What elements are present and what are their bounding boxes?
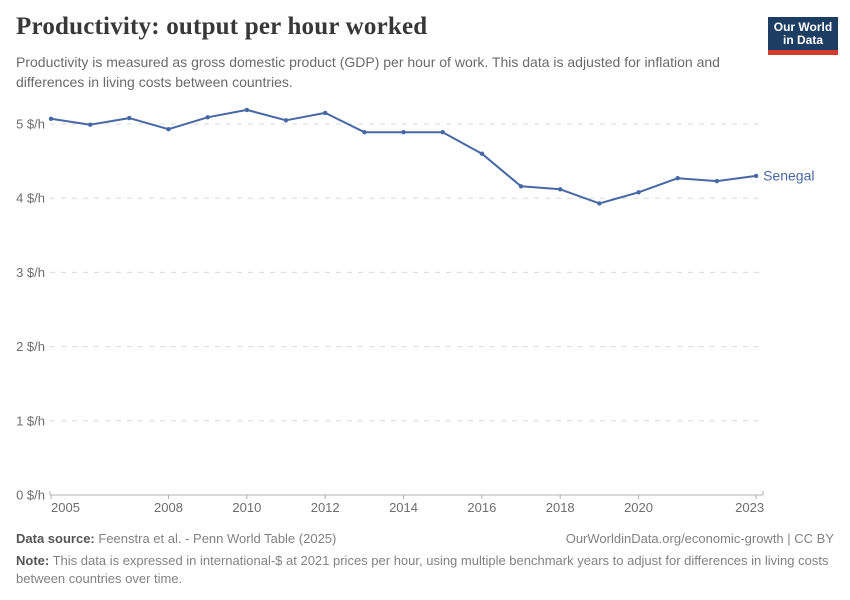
data-point[interactable] — [48, 116, 54, 121]
productivity-line-chart[interactable]: 0 $/h 1 $/h 2 $/h 3 $/h 4 $/h 5 $/h 2005 2008 20… — [0, 95, 850, 520]
data-point[interactable] — [127, 115, 132, 121]
x-axis-label: 2020 — [624, 500, 653, 515]
data-source: Data source: Feenstra et al. - Penn Worl… — [16, 531, 336, 546]
data-point[interactable] — [440, 130, 445, 135]
data-source-text: Feenstra et al. - Penn World Table (2025… — [98, 531, 337, 546]
data-point[interactable] — [205, 115, 210, 120]
owid-logo-line2: in Data — [782, 33, 823, 47]
x-axis-label: 2014 — [389, 500, 418, 515]
data-point[interactable] — [479, 151, 485, 156]
y-axis-label: 5 $/h — [16, 117, 45, 132]
source-row: Data source: Feenstra et al. - Penn Worl… — [16, 531, 834, 546]
data-point[interactable] — [558, 187, 563, 192]
x-axis-label: 2012 — [311, 500, 340, 515]
chart-subtitle: Productivity is measured as gross domest… — [16, 54, 720, 90]
y-axis-label: 4 $/h — [16, 191, 45, 206]
x-axis-label: 2018 — [546, 500, 575, 515]
x-axis-label: 2023 — [735, 500, 764, 515]
data-point[interactable] — [88, 122, 93, 127]
data-point[interactable] — [714, 178, 720, 184]
data-point[interactable] — [323, 110, 328, 116]
license-link[interactable]: OurWorldinData.org/economic-growth | CC … — [565, 531, 834, 546]
data-point[interactable] — [362, 130, 367, 135]
note-label: Note: — [16, 553, 50, 568]
data-point[interactable] — [753, 173, 759, 179]
data-point[interactable] — [401, 130, 406, 135]
data-point[interactable] — [636, 190, 641, 195]
x-axis-label: 2005 — [51, 500, 80, 515]
y-axis-label: 2 $/h — [16, 339, 45, 354]
y-axis-label: 1 $/h — [16, 413, 45, 428]
data-point[interactable] — [675, 176, 680, 181]
data-point[interactable] — [283, 118, 289, 123]
page-title: Productivity: output per hour worked — [16, 13, 428, 40]
series-label-senegal[interactable]: Senegal — [763, 167, 814, 183]
data-point[interactable] — [166, 127, 171, 132]
x-axis-label: 2010 — [232, 500, 261, 515]
data-point[interactable] — [518, 184, 524, 189]
owid-logo[interactable]: Our World in Data — [768, 17, 838, 55]
y-axis-label: 3 $/h — [16, 265, 45, 280]
x-axis-label: 2008 — [154, 500, 183, 515]
x-axis-label: 2016 — [467, 500, 496, 515]
data-point[interactable] — [244, 107, 250, 113]
data-point[interactable] — [597, 201, 602, 206]
owid-logo-line1: Our World — [773, 20, 833, 34]
note-text: This data is expressed in international-… — [16, 553, 829, 587]
note: Note: This data is expressed in internat… — [16, 552, 832, 588]
data-source-label: Data source: — [16, 531, 95, 546]
y-axis-label: 0 $/h — [16, 488, 45, 503]
